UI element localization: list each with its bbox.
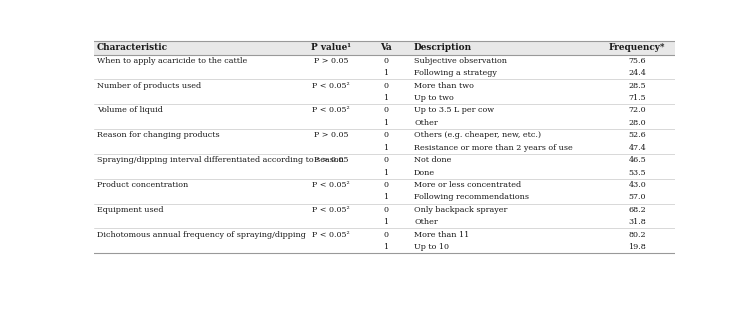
Text: 28.0: 28.0 <box>628 119 646 127</box>
Text: Up to 10: Up to 10 <box>414 243 449 251</box>
Text: 72.0: 72.0 <box>628 106 646 114</box>
Text: 0: 0 <box>383 156 388 164</box>
Text: 46.5: 46.5 <box>628 156 646 164</box>
Text: 68.2: 68.2 <box>628 206 646 214</box>
Text: Description: Description <box>414 43 472 52</box>
Text: Not done: Not done <box>414 156 452 164</box>
Text: 0: 0 <box>383 131 388 139</box>
Text: P < 0.05²: P < 0.05² <box>312 181 350 189</box>
Text: 75.6: 75.6 <box>628 57 646 65</box>
Text: P > 0.05: P > 0.05 <box>314 57 348 65</box>
Text: Others (e.g. cheaper, new, etc.): Others (e.g. cheaper, new, etc.) <box>414 131 542 139</box>
Text: Up to 3.5 L per cow: Up to 3.5 L per cow <box>414 106 494 114</box>
Text: P < 0.05²: P < 0.05² <box>312 206 350 214</box>
Text: 0: 0 <box>383 181 388 189</box>
Text: More than two: More than two <box>414 82 474 90</box>
Text: 0: 0 <box>383 82 388 90</box>
Text: 52.6: 52.6 <box>628 131 646 139</box>
Text: Up to two: Up to two <box>414 94 454 102</box>
Text: 1: 1 <box>383 144 388 152</box>
Text: 1: 1 <box>383 218 388 226</box>
Text: 43.0: 43.0 <box>628 181 646 189</box>
Text: 1: 1 <box>383 193 388 202</box>
Text: Subjective observation: Subjective observation <box>414 57 507 65</box>
Text: Dichotomous annual frequency of spraying/dipping: Dichotomous annual frequency of spraying… <box>97 231 305 239</box>
Text: 31.8: 31.8 <box>628 218 646 226</box>
Text: P > 0.05: P > 0.05 <box>314 131 348 139</box>
Text: P < 0.05²: P < 0.05² <box>312 106 350 114</box>
Text: Equipment used: Equipment used <box>97 206 164 214</box>
Text: P < 0.05²: P < 0.05² <box>312 82 350 90</box>
Text: Product concentration: Product concentration <box>97 181 188 189</box>
Text: 47.4: 47.4 <box>628 144 646 152</box>
Text: 1: 1 <box>383 169 388 176</box>
Text: Spraying/dipping interval differentiated according to season: Spraying/dipping interval differentiated… <box>97 156 344 164</box>
Text: 71.5: 71.5 <box>628 94 646 102</box>
Text: Resistance or more than 2 years of use: Resistance or more than 2 years of use <box>414 144 573 152</box>
Text: P < 0.05²: P < 0.05² <box>312 231 350 239</box>
Text: 24.4: 24.4 <box>628 69 646 77</box>
Text: Number of products used: Number of products used <box>97 82 201 90</box>
Text: 1: 1 <box>383 69 388 77</box>
Text: Va: Va <box>380 43 392 52</box>
Text: Done: Done <box>414 169 435 176</box>
Text: Other: Other <box>414 218 438 226</box>
Text: 57.0: 57.0 <box>628 193 646 202</box>
Text: 28.5: 28.5 <box>628 82 646 90</box>
Text: 1: 1 <box>383 94 388 102</box>
Text: Following recommendations: Following recommendations <box>414 193 529 202</box>
Text: Other: Other <box>414 119 438 127</box>
Text: P > 0.05: P > 0.05 <box>314 156 348 164</box>
Text: Following a strategy: Following a strategy <box>414 69 497 77</box>
Text: Frequency*: Frequency* <box>609 43 665 52</box>
Text: 0: 0 <box>383 106 388 114</box>
Text: 0: 0 <box>383 57 388 65</box>
Text: Reason for changing products: Reason for changing products <box>97 131 219 139</box>
Text: When to apply acaricide to the cattle: When to apply acaricide to the cattle <box>97 57 247 65</box>
Text: Characteristic: Characteristic <box>97 43 168 52</box>
Text: 0: 0 <box>383 231 388 239</box>
Text: 80.2: 80.2 <box>628 231 646 239</box>
Text: 0: 0 <box>383 206 388 214</box>
Text: 1: 1 <box>383 243 388 251</box>
Text: Volume of liquid: Volume of liquid <box>97 106 163 114</box>
Text: 19.8: 19.8 <box>628 243 646 251</box>
Text: More or less concentrated: More or less concentrated <box>414 181 521 189</box>
Bar <box>94 41 675 55</box>
Text: More than 11: More than 11 <box>414 231 470 239</box>
Text: Only backpack sprayer: Only backpack sprayer <box>414 206 508 214</box>
Text: 1: 1 <box>383 119 388 127</box>
Text: 53.5: 53.5 <box>628 169 646 176</box>
Text: P value¹: P value¹ <box>311 43 351 52</box>
